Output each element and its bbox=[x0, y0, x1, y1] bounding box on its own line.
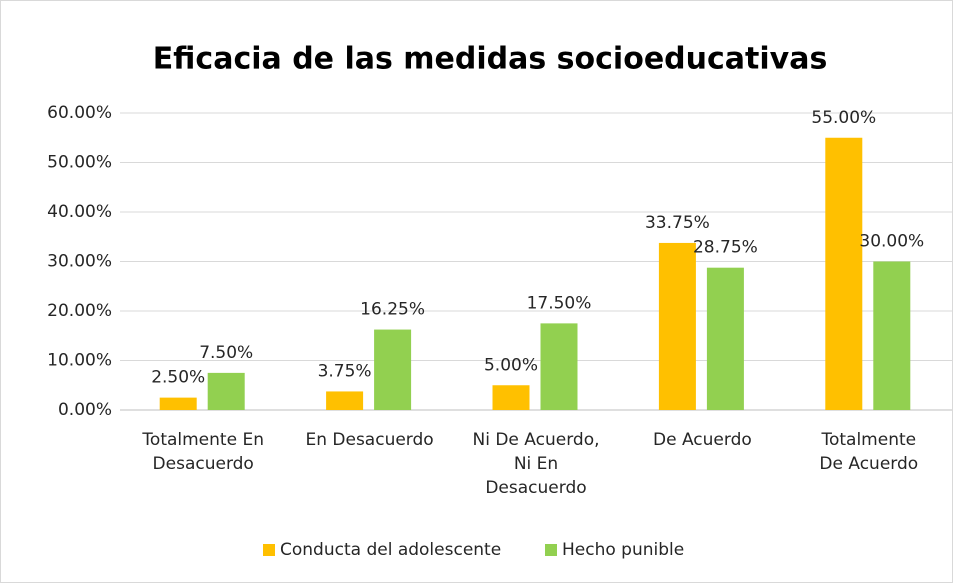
chart-title: Eficacia de las medidas socioeducativas bbox=[153, 42, 828, 77]
y-tick-label: 40.00% bbox=[47, 202, 112, 222]
bar bbox=[658, 242, 696, 410]
y-tick-label: 30.00% bbox=[47, 252, 112, 272]
data-label: 7.50% bbox=[199, 343, 253, 363]
data-label: 28.75% bbox=[693, 238, 758, 258]
y-tick-label: 20.00% bbox=[47, 301, 112, 321]
bar bbox=[706, 267, 744, 410]
bar bbox=[492, 385, 530, 410]
x-tick-label: De Acuerdo bbox=[653, 430, 752, 450]
legend-label: Conducta del adolescente bbox=[280, 540, 501, 560]
y-tick-label: 50.00% bbox=[47, 153, 112, 173]
bar bbox=[825, 137, 863, 410]
bar bbox=[159, 397, 197, 410]
data-label: 3.75% bbox=[318, 361, 372, 381]
data-label: 33.75% bbox=[645, 213, 710, 233]
bar bbox=[873, 261, 911, 410]
x-tick-label: En Desacuerdo bbox=[305, 430, 433, 450]
data-label: 55.00% bbox=[811, 108, 876, 128]
y-tick-label: 60.00% bbox=[47, 103, 112, 123]
legend-swatch bbox=[263, 544, 275, 556]
legend-label: Hecho punible bbox=[562, 540, 684, 560]
bar bbox=[207, 372, 245, 410]
x-tick-label: Totalmente En Desacuerdo bbox=[141, 430, 264, 474]
data-label: 2.50% bbox=[151, 368, 205, 388]
data-label: 30.00% bbox=[859, 232, 924, 252]
x-tick-label: Ni De Acuerdo, Ni En Desacuerdo bbox=[473, 430, 600, 498]
y-tick-label: 0.00% bbox=[58, 400, 112, 420]
data-label: 5.00% bbox=[484, 355, 538, 375]
data-label: 17.50% bbox=[527, 293, 592, 313]
x-tick-label: Totalmente De Acuerdo bbox=[819, 430, 918, 474]
bar bbox=[326, 391, 364, 410]
bar bbox=[374, 329, 412, 410]
y-tick-label: 10.00% bbox=[47, 351, 112, 371]
legend-swatch bbox=[545, 544, 557, 556]
data-label: 16.25% bbox=[360, 300, 425, 320]
bar bbox=[540, 323, 578, 410]
